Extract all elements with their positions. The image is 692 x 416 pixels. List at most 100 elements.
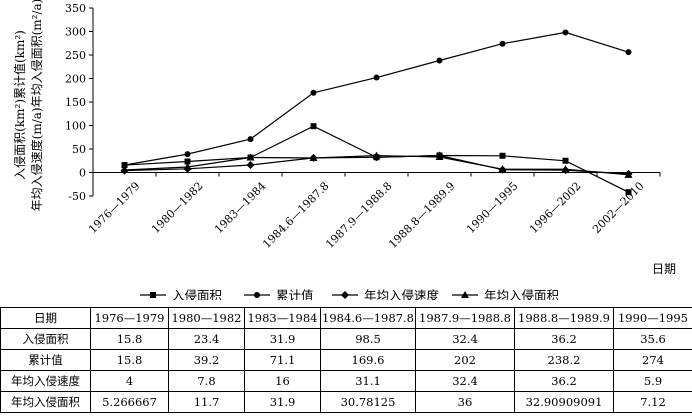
table-cell: 274 [613,349,692,371]
legend-marker [254,292,260,298]
table-row: 累计值 15.8 39.2 71.1 169.6 202 238.2 274 [0,349,692,371]
y-tick-label: -50 [68,190,86,203]
x-tick-label: 2002—2010 [590,179,647,236]
data-point [625,49,632,56]
table-cell: 5.266667 [90,391,169,413]
legend-label: 年均入侵面积 [484,288,559,300]
y-axis-title: 入侵面积(km²)累计值(km²) 年均入侵速度(m/a)年均入侵面积(m²/a) [12,0,44,211]
table-column-header: 1980—1982 [168,307,245,329]
x-tick-label: 1987.9—1988.8 [323,179,394,250]
table-cell: 31.9 [244,328,321,350]
data-point [625,189,632,196]
table-cell: 36.2 [514,328,614,350]
y-axis-ticks: -50 0 50 100 150 200 250 300 350 [65,2,93,203]
legend-item: 入侵面积 [140,288,222,300]
x-tick-label: 1988.8—1989.9 [386,179,457,250]
table-row-label: 年均入侵面积 [0,391,91,413]
data-point [624,170,633,178]
table-cell: 23.4 [168,328,245,350]
x-tick-label: 1980—1982 [149,179,206,236]
table-cell: 31.1 [320,370,416,392]
table-cell: 36 [415,391,515,413]
series-2 [121,29,632,169]
data-point [246,153,255,161]
table-cell: 30.78125 [320,391,416,413]
y-tick-label: 50 [72,143,86,156]
y-tick-label: 300 [65,26,86,39]
table-cell: 98.5 [320,328,416,350]
data-point [435,153,444,161]
table-cell: 35.6 [613,328,692,350]
data-table: 日期 1976—1979 1980—1982 1983—1984 1984.6—1987… [0,307,692,413]
data-point [499,40,506,47]
table-row-label: 入侵面积 [0,328,91,350]
table-row: 年均入侵面积 5.266667 11.7 31.9 30.78125 36 32.90909… [0,391,692,413]
legend-marker [341,291,349,299]
series-4 [120,151,633,178]
legend-label: 年均入侵速度 [364,288,440,300]
data-point [373,74,380,81]
table-row-label: 累计值 [0,349,91,371]
y-tick-label: 150 [65,96,86,109]
table-row: 年均入侵速度 4 7.8 16 31.1 32.4 36.2 5.9 [0,370,692,392]
table-column-header: 1987.9—1988.8 [415,307,515,329]
table-cell: 39.2 [168,349,245,371]
data-point [310,123,317,130]
data-point [498,165,507,173]
line-chart: 入侵面积(km²)累计值(km²) 年均入侵速度(m/a)年均入侵面积(m²/a)… [12,0,676,300]
data-point [561,165,570,173]
table-cell: 16 [244,370,321,392]
table-row-label: 年均入侵速度 [0,370,91,392]
table-column-header: 1983—1984 [244,307,321,329]
table-column-header: 1984.6—1987.8 [320,307,416,329]
table-cell: 32.4 [415,328,515,350]
table-cell: 169.6 [320,349,416,371]
y-tick-label: 0 [79,167,86,180]
table-column-header: 1988.8—1989.9 [514,307,614,329]
y-axis-title-line: 年均入侵速度(m/a)年均入侵面积(m²/a) [29,0,44,211]
data-point [184,158,191,165]
table-body: 日期 1976—1979 1980—1982 1983—1984 1984.6—1987… [0,307,692,413]
y-axis-title-line: 入侵面积(km²)累计值(km²) [12,30,27,180]
data-point [436,57,443,64]
table-cell: 32.4 [415,370,515,392]
data-point [184,151,191,158]
table-cell: 32.90909091 [514,391,614,413]
data-point [372,151,381,159]
data-point [499,152,506,159]
table-header-row: 日期 1976—1979 1980—1982 1983—1984 1984.6—1987… [0,307,692,329]
data-point [246,160,255,169]
table-cell: 5.9 [613,370,692,392]
y-tick-label: 250 [65,49,86,62]
table-cell: 4 [90,370,169,392]
legend-item: 年均入侵面积 [452,288,559,300]
x-tick-label: 1984.6—1987.8 [260,179,331,250]
legend-marker [150,292,156,298]
legend-marker [461,291,469,298]
table-cell: 15.8 [90,328,169,350]
legend-label: 累计值 [276,288,314,300]
x-axis-tick-labels: 1976—1979 1980—1982 1983—19841984.6—1987.8… [86,172,661,251]
data-point [562,29,569,36]
x-tick-label: 1976—1979 [86,179,143,236]
data-point [310,89,317,96]
x-tick-label: 1990—1995 [464,179,521,236]
y-tick-label: 200 [65,73,86,86]
x-tick-label: 1996—2002 [527,179,584,236]
y-tick-label: 350 [65,2,86,15]
table-column-header: 1990—1995 [613,307,692,329]
chart-legend: 入侵面积 累计值 年均入侵速度 年均入侵面积 [140,288,559,300]
table-cell: 238.2 [514,349,614,371]
legend-label: 入侵面积 [172,288,222,300]
data-point [121,162,128,169]
data-point [309,154,318,162]
table-cell: 7.8 [168,370,245,392]
table-header-label: 日期 [0,307,91,329]
table-cell: 71.1 [244,349,321,371]
data-point [562,157,569,164]
x-axis-title: 日期 [652,262,676,276]
table-cell: 202 [415,349,515,371]
series-layer [120,29,633,196]
table-cell: 11.7 [168,391,245,413]
legend-item: 累计值 [244,288,314,300]
